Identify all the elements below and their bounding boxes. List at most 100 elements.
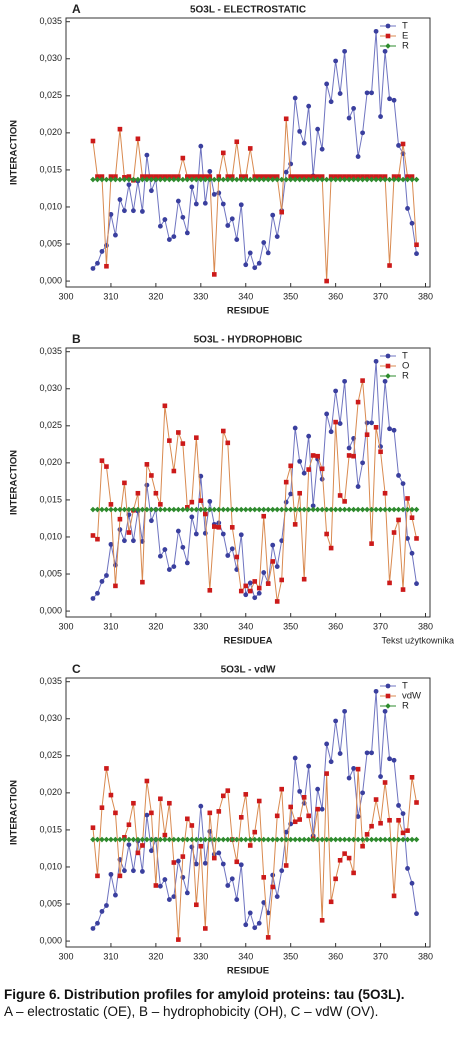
data-point [288, 174, 293, 179]
data-point [382, 378, 388, 384]
chart-title: 5O3L - ELECTROSTATIC [190, 5, 306, 16]
data-point [256, 174, 262, 179]
data-point [373, 836, 379, 843]
data-point [198, 506, 204, 513]
data-point [378, 820, 383, 826]
data-point [95, 590, 100, 596]
data-point [131, 800, 136, 806]
data-point [225, 223, 231, 228]
data-point [113, 232, 118, 238]
data-point [113, 174, 118, 179]
data-point [243, 583, 249, 589]
data-point [149, 473, 154, 478]
data-point [346, 836, 352, 843]
data-point [287, 176, 294, 183]
data-point [405, 536, 410, 541]
data-point [211, 506, 218, 513]
y-tick-label: 0,010 [39, 861, 62, 871]
data-point [203, 926, 208, 931]
data-point [166, 567, 172, 572]
data-point [104, 573, 109, 578]
y-tick-label: 0,005 [39, 898, 62, 908]
data-point [252, 595, 258, 601]
data-point [355, 174, 361, 179]
data-point [323, 176, 330, 183]
data-point [104, 263, 109, 269]
data-point [180, 214, 186, 220]
data-point [409, 176, 415, 183]
y-axis-label: INTERACTION [9, 780, 20, 845]
data-point [130, 506, 137, 513]
data-point [122, 480, 127, 486]
data-point [342, 499, 347, 504]
data-point [314, 836, 321, 843]
data-point [216, 190, 222, 196]
data-point [126, 836, 132, 843]
data-point [167, 800, 172, 806]
legend-marker [385, 43, 391, 49]
data-point [414, 242, 419, 248]
data-point [315, 174, 320, 179]
data-point [112, 836, 119, 843]
data-point [112, 506, 119, 513]
x-tick-label: 350 [283, 291, 298, 301]
data-point [99, 579, 105, 584]
data-point [198, 498, 204, 503]
x-tick-label: 310 [103, 291, 118, 301]
data-point [391, 757, 397, 763]
data-point [360, 130, 365, 136]
data-point [409, 174, 415, 179]
data-point [189, 514, 195, 520]
data-point [297, 128, 303, 134]
data-point [260, 176, 267, 183]
data-point [117, 126, 123, 132]
data-point [341, 176, 348, 183]
data-point [332, 506, 339, 513]
data-point [351, 766, 357, 771]
data-point [319, 174, 325, 179]
data-point [328, 176, 334, 183]
data-point [256, 176, 263, 183]
data-point [135, 850, 141, 856]
data-point [292, 506, 298, 513]
data-point [95, 920, 100, 926]
data-point [342, 48, 348, 54]
data-point [283, 176, 289, 183]
data-point [122, 208, 127, 214]
data-point [288, 161, 294, 167]
data-point [122, 868, 127, 874]
data-point [171, 468, 177, 474]
data-point [287, 836, 294, 843]
data-point [369, 823, 374, 829]
data-point [310, 176, 316, 183]
data-point [211, 191, 217, 197]
data-point [400, 506, 406, 513]
data-point [180, 506, 186, 513]
data-point [315, 806, 320, 812]
data-point [144, 812, 150, 818]
data-point [126, 822, 132, 828]
legend-marker [385, 33, 391, 39]
data-point [252, 174, 258, 179]
data-point [274, 174, 280, 179]
data-point [157, 223, 163, 229]
y-tick-label: 0,005 [39, 238, 62, 248]
data-point [171, 506, 177, 513]
data-point [220, 793, 226, 799]
data-point [171, 894, 177, 900]
data-point [386, 836, 393, 843]
data-point [333, 388, 339, 394]
data-point [99, 836, 105, 843]
data-point [243, 262, 249, 268]
data-point [400, 830, 406, 836]
data-point [189, 506, 195, 513]
data-point [108, 211, 114, 217]
data-point [207, 176, 213, 183]
data-point [297, 490, 302, 496]
data-point [265, 836, 272, 843]
data-point [315, 126, 321, 132]
x-tick-label: 370 [373, 291, 388, 301]
data-point [220, 150, 226, 156]
y-tick-label: 0,005 [39, 568, 62, 578]
data-point [153, 506, 159, 513]
